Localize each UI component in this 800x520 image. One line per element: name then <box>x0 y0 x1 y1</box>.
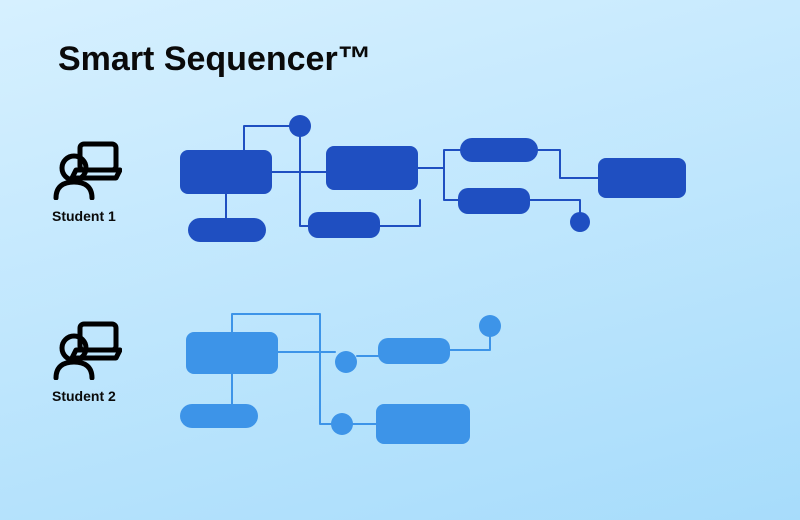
flow-node <box>188 218 266 242</box>
flow-node <box>460 138 538 162</box>
flow-node <box>458 188 530 214</box>
flow-edge <box>300 137 308 226</box>
flow-node <box>331 413 353 435</box>
flow-edge <box>450 337 490 350</box>
student-label: Student 2 <box>52 388 116 404</box>
flow-node <box>570 212 590 232</box>
flow-node <box>180 150 272 194</box>
infographic-canvas: Smart Sequencer™ Student 1 Student 2 <box>0 0 800 520</box>
flow-edge <box>538 150 598 178</box>
flow-edge <box>444 168 458 200</box>
flow-edge <box>530 200 580 212</box>
flow-node <box>335 351 357 373</box>
flow-edge <box>320 352 331 424</box>
flow-node <box>308 212 380 238</box>
flow-node <box>326 146 418 190</box>
flow-node <box>376 404 470 444</box>
flow-edge <box>244 126 289 150</box>
page-title: Smart Sequencer™ <box>58 40 372 79</box>
flow-node <box>186 332 278 374</box>
flow-node <box>180 404 258 428</box>
flow-node <box>598 158 686 198</box>
flow-node <box>378 338 450 364</box>
flow-node <box>479 315 501 337</box>
student-label: Student 1 <box>52 208 116 224</box>
student-laptop-icon <box>52 140 122 205</box>
flow-edge <box>380 200 420 226</box>
flow-edge <box>418 150 460 168</box>
flow-node <box>289 115 311 137</box>
student-laptop-icon <box>52 320 122 385</box>
flow-diagram <box>180 118 740 268</box>
flow-diagram <box>180 308 740 468</box>
